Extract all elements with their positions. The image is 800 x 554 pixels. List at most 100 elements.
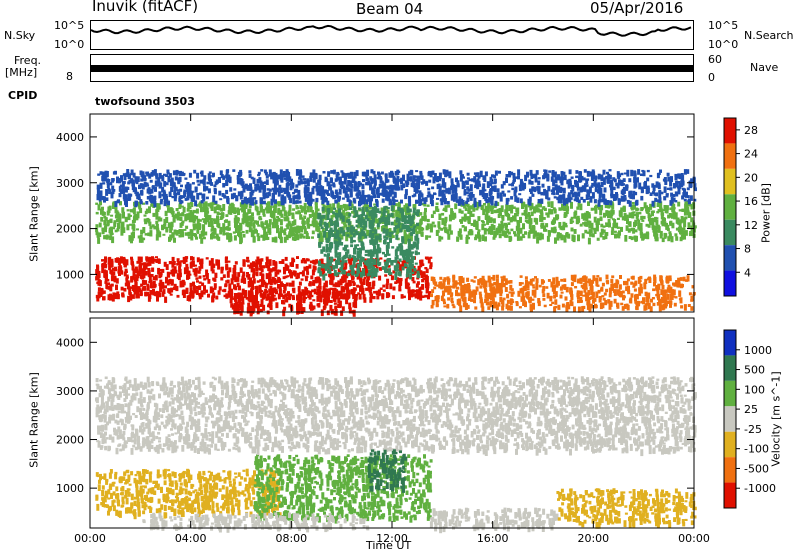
data-cell: [300, 225, 303, 228]
data-cell: [291, 213, 295, 219]
data-cell: [560, 194, 564, 200]
data-cell: [255, 265, 259, 272]
data-cell: [248, 208, 252, 214]
data-cell: [563, 284, 567, 290]
data-cell: [371, 210, 375, 216]
data-cell: [595, 224, 599, 229]
data-cell: [226, 271, 230, 278]
data-cell: [418, 222, 422, 227]
data-cell: [248, 265, 252, 269]
data-cell: [201, 224, 205, 229]
data-cell: [505, 174, 509, 178]
data-cell: [272, 171, 276, 175]
data-cell: [144, 272, 148, 276]
data-cell: [656, 199, 660, 203]
data-cell: [148, 173, 152, 179]
data-cell: [428, 291, 431, 297]
data-cell: [186, 191, 190, 199]
data-cell: [480, 278, 484, 284]
data-cell: [441, 191, 445, 199]
data-cell: [279, 169, 283, 176]
data-cell: [628, 228, 631, 231]
data-cell: [296, 234, 300, 241]
data-cell: [311, 173, 315, 179]
data-cell: [323, 299, 326, 305]
data-cell: [106, 210, 110, 216]
data-cell: [101, 266, 105, 274]
data-cell: [357, 207, 361, 211]
data-cell: [639, 283, 643, 288]
data-cell: [563, 174, 567, 181]
data-cell: [262, 214, 266, 217]
data-cell: [139, 199, 143, 203]
data-cell: [150, 188, 154, 194]
data-cell: [475, 208, 479, 211]
data-cell: [202, 275, 206, 278]
data-cell: [246, 256, 250, 260]
data-cell: [221, 213, 225, 218]
data-cell: [330, 178, 333, 184]
data-cell: [424, 256, 428, 260]
data-cell: [524, 283, 528, 287]
data-cell: [369, 229, 373, 234]
data-cell: [158, 183, 162, 189]
data-cell: [442, 279, 446, 286]
data-cell: [257, 171, 261, 175]
data-cell: [463, 213, 467, 218]
data-cell: [331, 233, 335, 237]
data-cell: [577, 218, 581, 223]
data-cell: [211, 295, 215, 302]
data-cell: [343, 177, 347, 185]
beam-title: Beam 04: [356, 0, 424, 18]
data-cell: [643, 233, 647, 239]
data-cell: [468, 289, 472, 296]
data-cell: [315, 225, 319, 232]
data-cell: [519, 236, 523, 241]
data-cell: [543, 207, 547, 211]
data-cell: [296, 256, 299, 259]
data-cell: [435, 303, 439, 307]
data-cell: [480, 281, 484, 286]
data-cell: [271, 276, 275, 283]
data-cell: [499, 229, 503, 232]
data-cell: [588, 297, 592, 301]
data-cell: [460, 288, 464, 295]
data-cell: [205, 207, 209, 210]
data-cell: [188, 206, 192, 210]
data-cell: [243, 277, 247, 284]
data-cell: [382, 284, 386, 288]
data-cell: [246, 215, 250, 221]
data-cell: [430, 305, 434, 309]
data-cell: [109, 294, 113, 299]
data-cell: [240, 292, 244, 299]
data-cell: [402, 261, 406, 266]
data-cell: [188, 172, 192, 178]
data-cell: [467, 188, 471, 192]
data-cell: [115, 278, 119, 284]
data-cell: [231, 297, 235, 300]
data-cell: [227, 220, 231, 227]
data-cell: [209, 218, 213, 223]
data-cell: [490, 200, 494, 205]
data-cell: [647, 207, 651, 212]
data-cell: [113, 220, 117, 225]
data-cell: [482, 223, 486, 226]
data-cell: [683, 220, 687, 227]
data-cell: [258, 268, 262, 271]
data-cell: [500, 205, 504, 213]
data-cell: [510, 171, 514, 176]
data-cell: [342, 212, 346, 218]
data-cell: [426, 204, 430, 207]
data-cell: [556, 283, 560, 286]
data-cell: [439, 190, 443, 196]
data-cell: [262, 265, 266, 269]
data-cell: [605, 175, 609, 179]
data-cell: [667, 284, 671, 288]
data-cell: [265, 262, 269, 268]
data-cell: [267, 201, 270, 209]
data-cell: [408, 262, 412, 266]
data-cell: [651, 225, 655, 231]
data-cell: [549, 304, 553, 306]
data-cell: [330, 264, 334, 271]
data-cell: [484, 171, 488, 177]
